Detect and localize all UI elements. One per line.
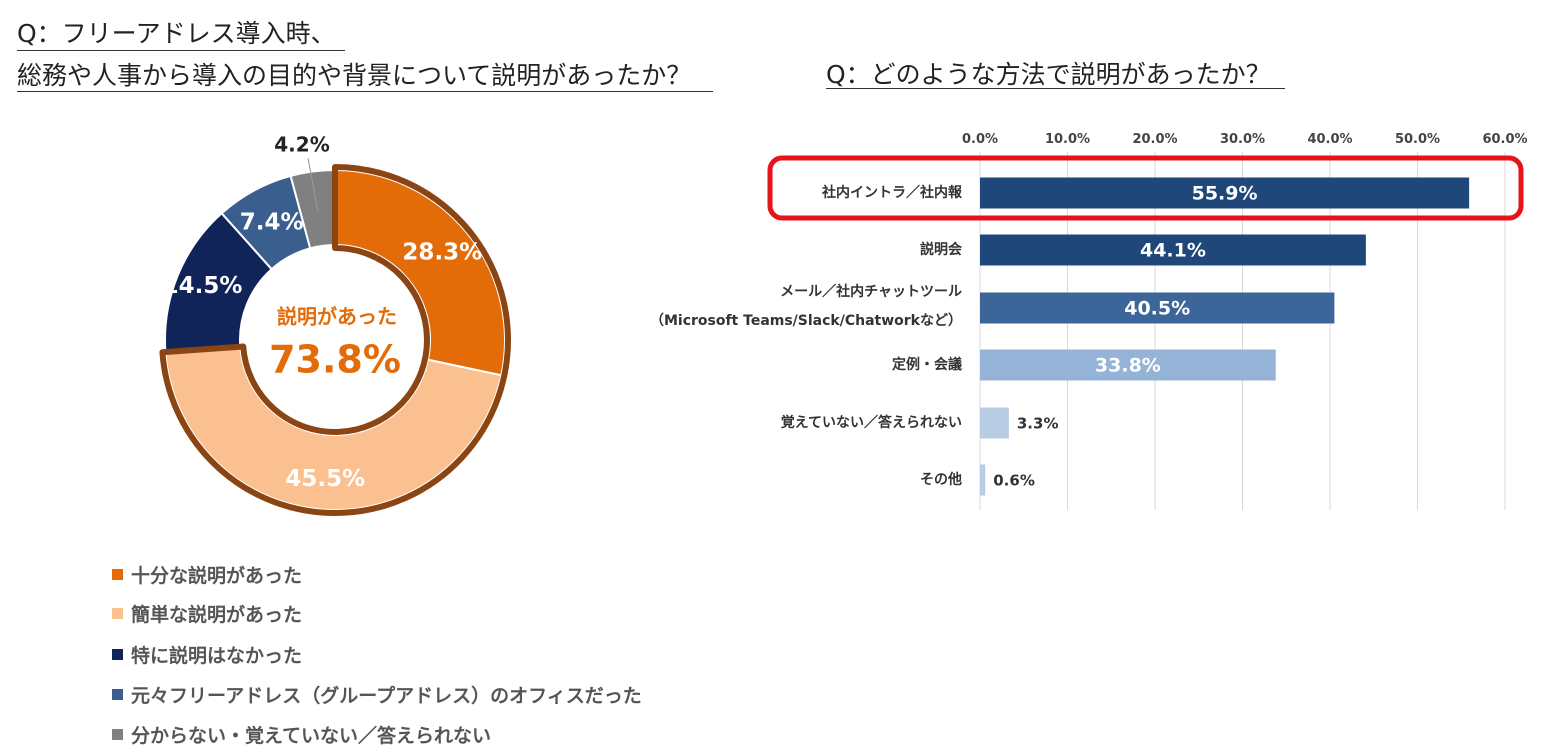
x-tick-label: 0.0%	[962, 132, 998, 147]
bar-data-label-2: 44.1%	[1140, 240, 1206, 262]
x-tick-label: 20.0%	[1132, 132, 1177, 147]
legend-item-3: 特に説明はなかった	[112, 641, 302, 668]
donut-leader-line	[307, 157, 319, 212]
left-question-line2: 総務や人事から導入の目的や背景について説明があったか？	[17, 61, 692, 90]
highlight-box	[767, 155, 1524, 221]
bar-category-label-1: 社内イントラ／社内報	[821, 184, 963, 201]
bar-6	[980, 464, 986, 496]
bar-category-label-5: 覚えていない／答えられない	[781, 414, 962, 431]
bar-3	[980, 292, 1335, 324]
donut-highlight-outline	[159, 164, 511, 516]
left-question-line1: Q：フリーアドレス導入時、	[17, 19, 336, 48]
x-tick-label: 50.0%	[1395, 132, 1440, 147]
bar-category-sublabel-3: （Microsoft Teams/Slack/Chatworkなど）	[650, 313, 962, 329]
bar-data-label-4: 33.8%	[1095, 355, 1161, 377]
legend-swatch	[112, 608, 123, 619]
bar-data-label-5: 3.3%	[1017, 415, 1059, 433]
legend-swatch	[112, 689, 123, 700]
bar-category-label-6: その他	[920, 471, 962, 488]
legend-item-1: 十分な説明があった	[112, 561, 302, 588]
bar-data-label-3: 40.5%	[1124, 298, 1190, 320]
x-tick-label: 10.0%	[1045, 132, 1090, 147]
bar-data-label-6: 0.6%	[993, 472, 1035, 490]
bar-5	[980, 407, 1009, 439]
legend-label: 十分な説明があった	[131, 565, 303, 587]
legend-label: 分からない・覚えていない／答えられない	[131, 725, 492, 747]
left-question-underline-1	[17, 50, 345, 51]
bar-category-label-3: メール／社内チャットツール	[780, 283, 962, 300]
legend-swatch	[112, 649, 123, 660]
donut-data-label-4: 7.4%	[240, 210, 304, 236]
donut-data-label-1: 28.3%	[402, 240, 482, 266]
x-tick-label: 30.0%	[1220, 132, 1265, 147]
legend-label: 特に説明はなかった	[131, 645, 303, 667]
legend-swatch	[112, 569, 123, 580]
legend-item-5: 分からない・覚えていない／答えられない	[112, 721, 491, 748]
bar-data-label-1: 55.9%	[1192, 183, 1258, 205]
donut-center-label: 説明があった	[277, 305, 397, 329]
legend-label: 簡単な説明があった	[131, 604, 303, 626]
x-tick-label: 40.0%	[1307, 132, 1352, 147]
donut-data-label-2: 45.5%	[285, 466, 365, 492]
legend-item-4: 元々フリーアドレス（グループアドレス）のオフィスだった	[112, 681, 642, 708]
donut-center-value: 73.8%	[269, 338, 401, 382]
legend-label: 元々フリーアドレス（グループアドレス）のオフィスだった	[131, 685, 642, 707]
legend-item-2: 簡単な説明があった	[112, 600, 302, 627]
left-question-underline-2	[17, 91, 713, 92]
bar-1	[980, 177, 1470, 209]
bar-category-label-4: 定例・会議	[892, 356, 962, 373]
bar-category-label-2: 説明会	[920, 241, 963, 258]
donut-data-label-3: 14.5%	[163, 273, 243, 299]
donut-data-label-5: 4.2%	[274, 133, 329, 157]
bar-2	[980, 234, 1366, 266]
x-tick-label: 60.0%	[1482, 132, 1527, 147]
right-question-underline	[826, 88, 1285, 89]
right-question: Q：どのような方法で説明があったか？	[826, 60, 1271, 89]
legend-swatch	[112, 729, 123, 740]
bar-4	[980, 349, 1276, 381]
